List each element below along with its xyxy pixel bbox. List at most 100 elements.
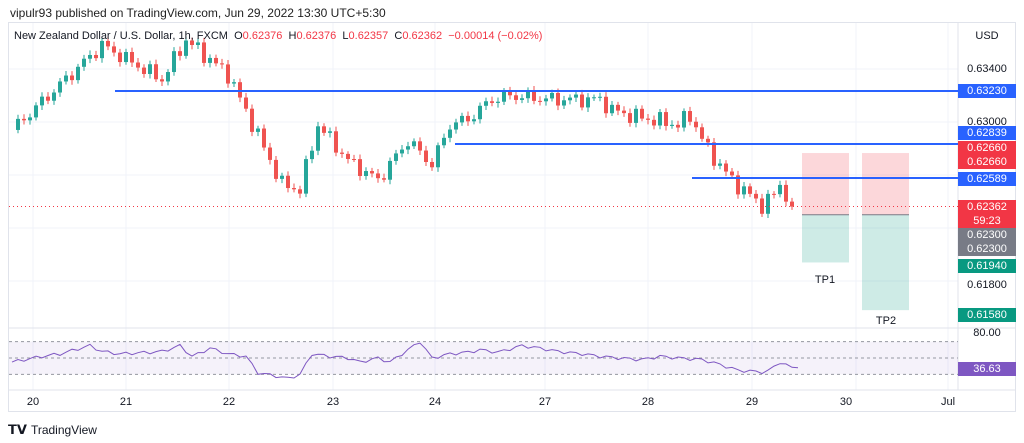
rsi-tick: 80.00 — [973, 327, 1001, 339]
tp1-label: TP1 — [814, 274, 836, 286]
candle — [382, 178, 386, 180]
candle — [148, 64, 152, 74]
candle — [790, 201, 794, 207]
candle — [598, 96, 602, 98]
candle — [616, 104, 620, 111]
candle — [760, 198, 764, 214]
entry-tag: 0.62300 — [958, 228, 1016, 242]
candle — [490, 101, 494, 103]
candle — [544, 98, 548, 102]
low-label: L — [342, 30, 349, 42]
candle — [388, 160, 392, 180]
candle — [214, 57, 218, 64]
last-price-tag: 0.62362 — [958, 200, 1016, 214]
candle — [628, 113, 632, 123]
candle — [430, 161, 434, 168]
symbol-legend: New Zealand Dollar / U.S. Dollar, 1h, FX… — [14, 30, 542, 42]
candle — [706, 138, 710, 143]
candle — [634, 108, 638, 123]
stop-tag: 0.62660 — [958, 155, 1016, 169]
candle — [76, 66, 80, 81]
price-tick: 0.61800 — [967, 279, 1007, 291]
candle — [166, 72, 170, 82]
candle — [340, 152, 344, 154]
candle — [46, 96, 50, 101]
candle — [370, 171, 374, 174]
candle — [562, 100, 566, 106]
candle — [424, 150, 428, 162]
tv-logo-icon: 𝗧𝗩 — [8, 422, 27, 437]
high-value: 0.62376 — [296, 30, 337, 42]
candle — [328, 131, 332, 133]
candle — [268, 147, 272, 160]
candle — [730, 171, 734, 176]
candle — [256, 128, 260, 132]
candle — [280, 175, 284, 179]
candle — [208, 57, 212, 63]
time-tick: Jul — [940, 396, 956, 408]
candle — [622, 110, 626, 114]
high-label: H — [288, 30, 297, 42]
candle — [526, 90, 530, 99]
candle — [196, 42, 200, 45]
candle — [112, 46, 116, 53]
candle — [484, 101, 488, 106]
candle — [82, 58, 86, 67]
candle — [454, 122, 458, 130]
rsi-line — [11, 342, 799, 379]
candle — [502, 90, 506, 102]
candle — [172, 51, 176, 73]
candle — [118, 52, 122, 63]
candle — [250, 108, 254, 132]
candle — [160, 79, 164, 82]
candle — [262, 128, 266, 148]
candle — [34, 105, 38, 118]
candle — [556, 92, 560, 106]
candle — [244, 97, 248, 109]
candle — [778, 184, 782, 195]
candle — [364, 171, 368, 176]
candle — [178, 51, 182, 56]
price-tick: 0.63000 — [967, 116, 1007, 128]
symbol-title[interactable]: New Zealand Dollar / U.S. Dollar, 1h, FX… — [14, 30, 228, 42]
candle — [202, 42, 206, 63]
candle — [88, 54, 92, 59]
candle — [190, 40, 194, 45]
candle — [460, 115, 464, 123]
candle — [682, 111, 686, 128]
candle — [94, 54, 98, 59]
tradingview-logo[interactable]: 𝗧𝗩 TradingView — [8, 422, 97, 438]
published-caption: vipulr93 published on TradingView.com, J… — [10, 6, 386, 20]
time-tick: 20 — [26, 396, 40, 408]
candle — [688, 111, 692, 122]
target-zone — [862, 214, 909, 311]
candle — [496, 101, 500, 103]
time-tick: 23 — [326, 396, 340, 408]
candle — [286, 175, 290, 189]
candle — [22, 118, 26, 121]
open-label: O — [234, 30, 243, 42]
candle — [724, 163, 728, 172]
candle — [304, 159, 308, 194]
time-tick: 22 — [222, 396, 236, 408]
candle — [232, 82, 236, 84]
candle — [64, 75, 68, 82]
candle — [532, 90, 536, 101]
candle — [352, 158, 356, 160]
target-zone — [802, 214, 849, 263]
candle — [586, 97, 590, 108]
candle — [712, 142, 716, 166]
target-tag: 0.61580 — [958, 308, 1016, 322]
candle — [550, 92, 554, 99]
stop-zone — [802, 153, 849, 215]
candle — [748, 186, 752, 194]
candle — [466, 115, 470, 122]
candle — [520, 98, 524, 100]
change-value: −0.00014 (−0.02%) — [448, 30, 543, 42]
candle — [436, 145, 440, 168]
countdown-tag: 59:23 — [958, 214, 1016, 228]
candle — [334, 131, 338, 153]
candle — [58, 81, 62, 93]
close-value: 0.62362 — [402, 30, 443, 42]
